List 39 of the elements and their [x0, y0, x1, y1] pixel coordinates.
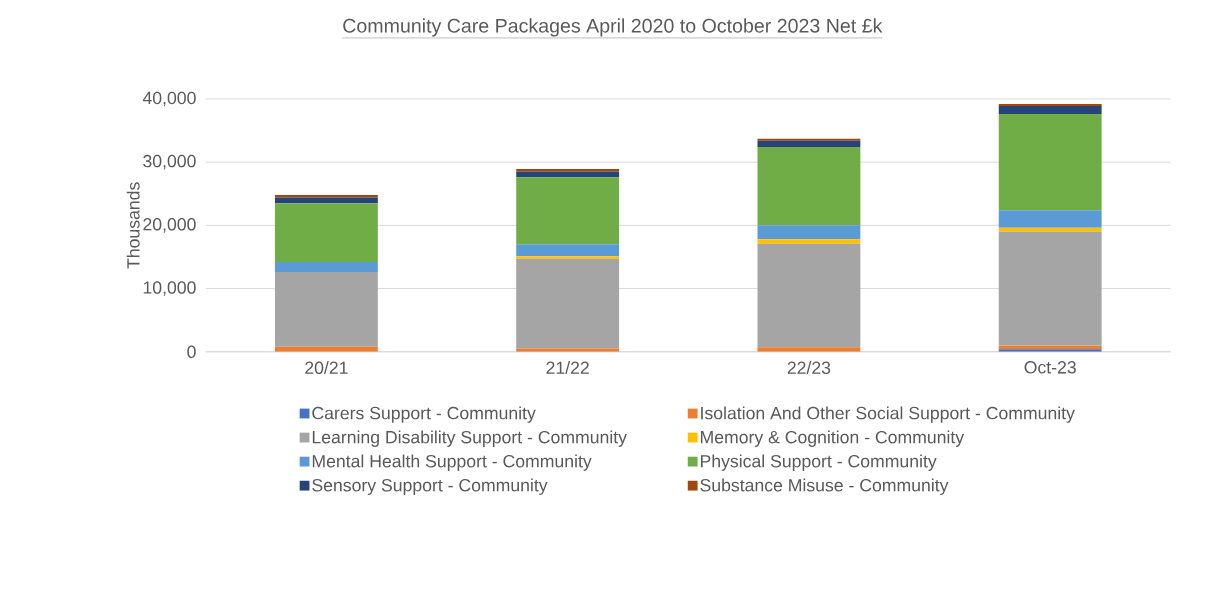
bar	[757, 225, 861, 240]
bar	[274, 195, 378, 198]
bar	[516, 256, 620, 259]
bar	[998, 106, 1102, 115]
bar	[998, 227, 1102, 232]
legend-label: Sensory Support - Community	[312, 478, 548, 496]
bar	[516, 177, 620, 245]
y-axis-title: Thousands	[126, 182, 140, 269]
y-tick-label: 20,000	[143, 218, 196, 233]
legend-label: Mental Health Support - Community	[312, 454, 592, 472]
bar	[757, 239, 861, 244]
x-tick-label: 20/21	[305, 361, 348, 375]
bar	[274, 262, 378, 273]
bar	[757, 243, 861, 348]
legend-label: Carers Support - Community	[312, 406, 536, 423]
bar	[757, 140, 861, 148]
legend-label: Memory & Cognition - Community	[700, 430, 965, 447]
bar	[516, 244, 620, 257]
bar	[998, 114, 1102, 211]
legend-label: Isolation And Other Social Support - Community	[701, 406, 1075, 423]
y-tick-label: 10,000	[143, 281, 196, 296]
bar	[274, 203, 378, 263]
chart-title: Community Care Packages April 2020 to October 2023 Net £k	[343, 18, 883, 37]
legend-label: Physical Support - Community	[700, 454, 937, 472]
bar	[274, 272, 378, 347]
x-tick-label: 21/22	[546, 361, 589, 375]
y-tick-label: 30,000	[143, 154, 196, 170]
bar	[757, 147, 861, 226]
bar	[998, 210, 1102, 228]
bar	[757, 347, 861, 352]
bar	[516, 258, 620, 349]
x-tick-label: Oct-23	[1024, 361, 1076, 374]
x-tick-label: 22/23	[787, 361, 831, 375]
bar	[516, 169, 620, 172]
legend-label: Substance Misuse - Community	[700, 478, 949, 496]
y-tick-label: 0	[187, 345, 196, 359]
legend-label: Learning Disability Support - Community	[312, 430, 627, 447]
y-tick-label: 40,000	[142, 91, 196, 107]
bar	[998, 231, 1102, 346]
